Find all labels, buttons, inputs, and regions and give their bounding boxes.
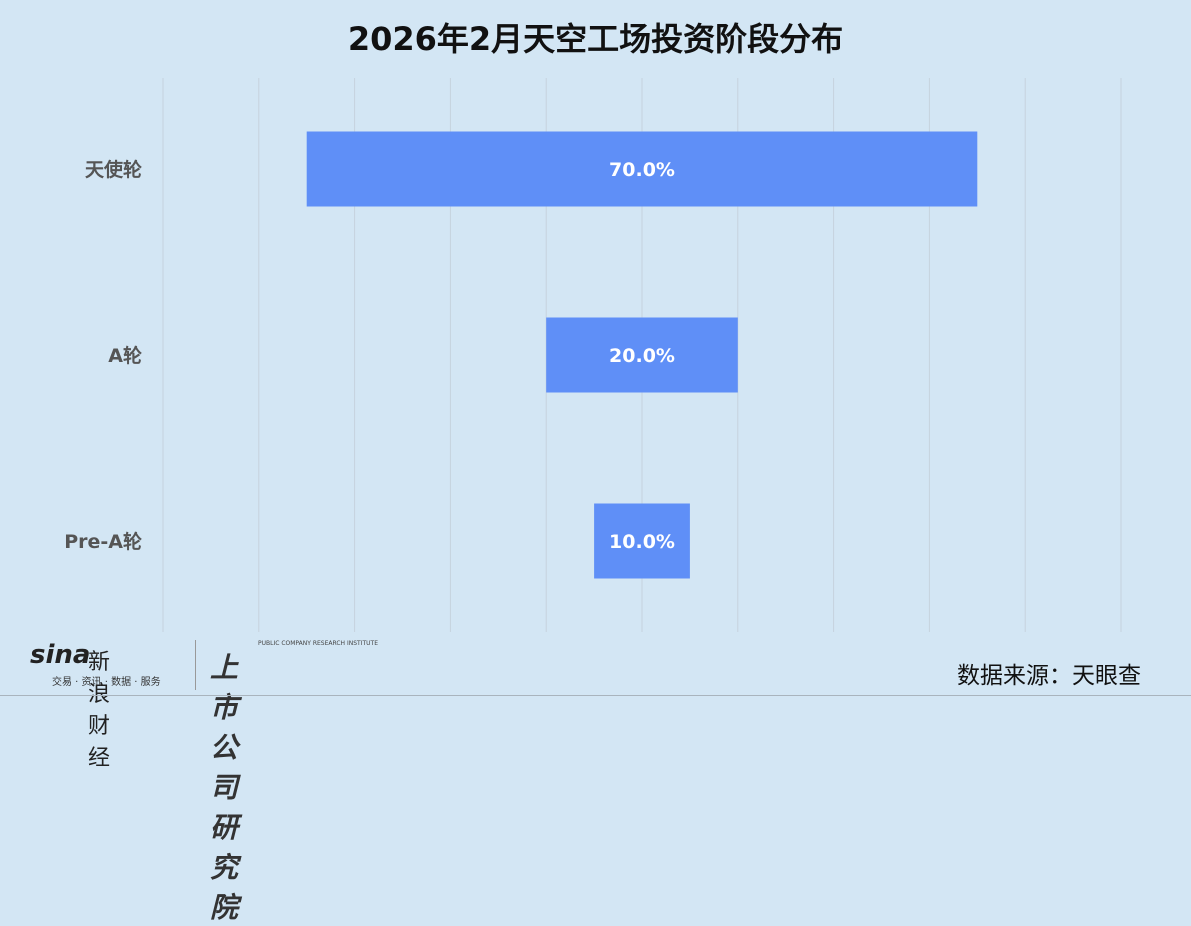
sina-tagline: 交易 · 资讯 · 数据 · 服务 bbox=[52, 677, 161, 688]
bar bbox=[546, 317, 738, 393]
data-label: 10.0% bbox=[609, 531, 675, 553]
logo-divider bbox=[195, 640, 196, 690]
bar bbox=[594, 503, 690, 579]
chart-title: 2026年2月天空工场投资阶段分布 bbox=[347, 20, 844, 58]
chart-area: 70.0% 天使轮 20.0% A轮 10.0% Pre-A轮 bbox=[64, 78, 1122, 632]
data-label: 20.0% bbox=[609, 345, 675, 367]
institute-english-name: PUBLIC COMPANY RESEARCH INSTITUTE bbox=[258, 640, 378, 647]
category-label: Pre-A轮 bbox=[64, 530, 142, 553]
footer-divider bbox=[0, 695, 1191, 696]
institute-logo: 上市公司研究院 bbox=[210, 651, 240, 924]
sina-finance-name: 新浪财经 bbox=[88, 650, 111, 771]
bar bbox=[306, 131, 978, 207]
data-label: 70.0% bbox=[609, 159, 675, 181]
sina-logo-text: sina bbox=[30, 640, 91, 670]
category-label: 天使轮 bbox=[85, 158, 142, 181]
data-source: 数据来源：天眼查 bbox=[957, 663, 1141, 689]
category-label: A轮 bbox=[108, 344, 142, 367]
